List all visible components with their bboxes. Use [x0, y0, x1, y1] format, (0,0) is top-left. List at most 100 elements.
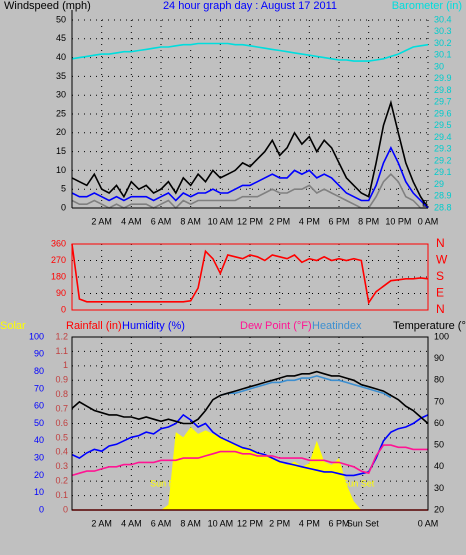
y2-tick-label: 29.8: [434, 85, 452, 95]
y2-tick-label: 29: [434, 179, 444, 189]
y-tick-label: 360: [51, 238, 66, 248]
y3-tick-label: 50: [434, 440, 444, 450]
x-tick-label: 0 AM: [418, 518, 439, 528]
line: [71, 42, 429, 62]
y2-tick-label: 30.2: [434, 38, 452, 48]
y2-tick-label: 30.1: [434, 50, 452, 60]
y3-tick-label: 100: [434, 331, 449, 341]
y2-tick-label: N: [436, 236, 445, 250]
line: [71, 99, 429, 209]
x-tick-label: Sun Set: [347, 518, 380, 528]
x-tick-label: 2 PM: [269, 216, 290, 226]
x-tick-label: 4 AM: [121, 518, 142, 528]
y3-tick-label: 20: [434, 504, 444, 514]
y-tick-label: 25: [56, 108, 66, 118]
y-tick-label: 40: [56, 52, 66, 62]
y-tick-label: 0.2: [55, 476, 68, 486]
y2-tick-label: 30.3: [434, 26, 452, 36]
y3-tick-label: 90: [434, 353, 444, 363]
y3-tick-label: 80: [434, 375, 444, 385]
y-tick-label: 0.8: [55, 389, 68, 399]
plot-border: [71, 336, 429, 511]
area: [72, 427, 428, 510]
x-tick-label: 4 PM: [299, 518, 320, 528]
y2-tick-label: 30: [434, 61, 444, 71]
y-tick-label: 30: [56, 90, 66, 100]
x-tick-label: 6 AM: [151, 518, 172, 528]
x-tick-label: 2 AM: [91, 518, 112, 528]
x-tick-label: 6 PM: [328, 216, 349, 226]
y2-tick-label: 29.1: [434, 167, 452, 177]
legend-entry: Humidity (%): [122, 320, 185, 332]
y2-tick-label: 29.3: [434, 144, 452, 154]
line: [71, 145, 429, 209]
y3-tick-label: 30: [434, 483, 444, 493]
y2-tick-label: 90: [34, 349, 44, 359]
legend-entry: Temperature (°F): [393, 320, 466, 332]
y2-tick-label: 30: [34, 452, 44, 462]
y-tick-label: 0.4: [55, 447, 68, 457]
line: [220, 375, 392, 399]
annotation: B: [422, 199, 428, 209]
y-tick-label: 0.9: [55, 375, 68, 385]
y2-tick-label: 29.5: [434, 120, 452, 130]
y-tick-label: 0.7: [55, 403, 68, 413]
y2-tick-label: 70: [34, 383, 44, 393]
y2-tick-label: 20: [34, 470, 44, 480]
y2-tick-label: W: [436, 253, 448, 267]
windspeed-label: Windspeed (mph): [4, 0, 91, 12]
y3-tick-label: 40: [434, 461, 444, 471]
y-tick-label: 50: [56, 14, 66, 24]
y-tick-label: 0.1: [55, 490, 68, 500]
y-tick-label: 90: [56, 288, 66, 298]
y-tick-label: 1.1: [55, 346, 68, 356]
y-tick-label: 1: [63, 360, 68, 370]
chart-title: 24 hour graph day : August 17 2011: [163, 0, 337, 12]
y2-tick-label: 40: [34, 435, 44, 445]
y-tick-label: 20: [56, 127, 66, 137]
x-tick-label: 10 PM: [385, 216, 411, 226]
barometer-label: Barometer (in): [392, 0, 462, 12]
line: [71, 370, 429, 425]
annotation: Sun Set: [342, 478, 375, 488]
y-tick-label: 0: [61, 304, 66, 314]
legend-entry: Dew Point (°F): [240, 320, 312, 332]
y-tick-label: 180: [51, 271, 66, 281]
y2-tick-label: 100: [29, 331, 44, 341]
y2-tick-label: 29.2: [434, 155, 452, 165]
x-tick-label: 10 AM: [208, 216, 234, 226]
x-tick-label: 12 PM: [237, 216, 263, 226]
plot-border: [71, 243, 429, 311]
y2-tick-label: 28.8: [434, 202, 452, 212]
y2-tick-label: 29.7: [434, 97, 452, 107]
y3-tick-label: 70: [434, 396, 444, 406]
y-tick-label: 45: [56, 33, 66, 43]
x-tick-label: 2 AM: [91, 216, 112, 226]
y-tick-label: 35: [56, 71, 66, 81]
y-tick-label: 270: [51, 255, 66, 265]
x-tick-label: 0 AM: [418, 216, 439, 226]
y-tick-label: 0.6: [55, 418, 68, 428]
legend-entry: Solar: [0, 320, 26, 332]
y2-tick-label: 60: [34, 401, 44, 411]
y-tick-label: 10: [56, 165, 66, 175]
y3-tick-label: 60: [434, 418, 444, 428]
x-tick-label: 8 AM: [180, 518, 201, 528]
y2-tick-label: E: [436, 286, 444, 300]
x-tick-label: 4 PM: [299, 216, 320, 226]
line: [71, 444, 428, 477]
y2-tick-label: 30.4: [434, 14, 452, 24]
x-tick-label: 8 AM: [180, 216, 201, 226]
line: [71, 243, 429, 305]
y2-tick-label: 29.9: [434, 73, 452, 83]
y2-tick-label: 10: [34, 487, 44, 497]
y-tick-label: 15: [56, 146, 66, 156]
legend-entry: Heatindex: [312, 320, 362, 332]
y-tick-label: 0.5: [55, 432, 68, 442]
annotation: Sun Rise: [150, 478, 187, 488]
y2-tick-label: 0: [39, 504, 44, 514]
y-tick-label: 5: [61, 184, 66, 194]
y-tick-label: 1.2: [55, 331, 68, 341]
x-tick-label: 8 PM: [358, 216, 379, 226]
